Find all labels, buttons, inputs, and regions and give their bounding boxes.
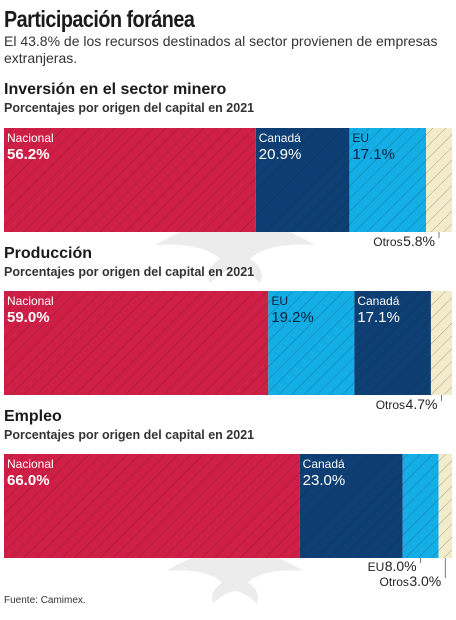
outside-label-otros: Otros bbox=[373, 235, 402, 249]
segment-label-nacional: Nacional bbox=[7, 457, 54, 471]
section-subtitle-inversion: Porcentajes por origen del capital en 20… bbox=[4, 101, 255, 115]
bar-hatch-eu bbox=[402, 454, 439, 558]
segment-value-eu: 17.1% bbox=[352, 146, 395, 163]
segment-label-canada: Canadá bbox=[303, 457, 345, 471]
section-subtitle-empleo: Porcentajes por origen del capital en 20… bbox=[4, 428, 255, 442]
bar-hatch-eu bbox=[349, 128, 427, 232]
segment-label-eu: EU bbox=[352, 131, 369, 145]
bar-hatch-canada bbox=[299, 454, 403, 558]
outside-value-otros: 3.0% bbox=[409, 573, 441, 589]
bar-hatch-otros bbox=[438, 454, 452, 558]
bar-hatch-nacional bbox=[4, 128, 256, 232]
bar-hatch-canada bbox=[255, 128, 350, 232]
bar-hatch-nacional bbox=[4, 454, 300, 558]
segment-label-canada: Canadá bbox=[357, 294, 399, 308]
source-note: Fuente: Camimex. bbox=[4, 595, 86, 606]
section-subtitle-produccion: Porcentajes por origen del capital en 20… bbox=[4, 265, 255, 279]
segment-value-canada: 23.0% bbox=[303, 472, 346, 489]
segment-value-canada: 17.1% bbox=[357, 309, 400, 326]
segment-label-nacional: Nacional bbox=[7, 131, 54, 145]
section-title-produccion: Producción bbox=[4, 245, 93, 262]
page-title: Participación foránea bbox=[4, 6, 195, 32]
bar-hatch-eu bbox=[268, 291, 355, 395]
bar-hatch-otros bbox=[430, 291, 452, 395]
segment-label-canada: Canadá bbox=[259, 131, 301, 145]
outside-value-otros: 5.8% bbox=[403, 233, 435, 249]
segment-label-eu: EU bbox=[271, 294, 288, 308]
segment-value-nacional: 66.0% bbox=[7, 472, 50, 489]
outside-value-eu: 8.0% bbox=[385, 558, 417, 574]
bar-hatch-otros bbox=[426, 128, 452, 232]
segment-value-canada: 20.9% bbox=[259, 146, 302, 163]
outside-label-eu: EU bbox=[368, 560, 385, 574]
outside-value-otros: 4.7% bbox=[406, 396, 438, 412]
segment-value-nacional: 59.0% bbox=[7, 309, 50, 326]
bar-hatch-nacional bbox=[4, 291, 269, 395]
segment-value-nacional: 56.2% bbox=[7, 146, 50, 163]
segment-label-nacional: Nacional bbox=[7, 294, 54, 308]
segment-value-eu: 19.2% bbox=[271, 309, 314, 326]
outside-label-otros: Otros bbox=[376, 398, 405, 412]
section-title-empleo: Empleo bbox=[4, 408, 62, 425]
bar-hatch-canada bbox=[354, 291, 431, 395]
outside-label-otros: Otros bbox=[380, 575, 409, 589]
page-subtitle: El 43.8% de los recursos destinados al s… bbox=[4, 33, 438, 66]
section-title-inversion: Inversión en el sector minero bbox=[4, 81, 227, 98]
